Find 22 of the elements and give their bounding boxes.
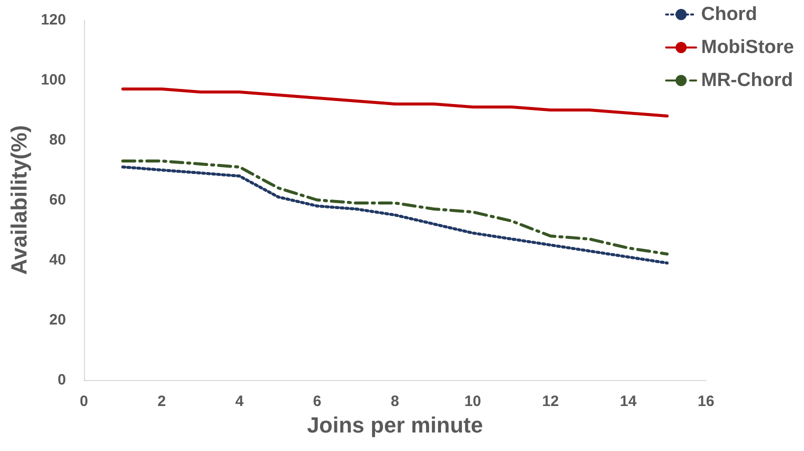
line-series — [121, 88, 669, 118]
y-axis-title: Availability(%) — [6, 125, 32, 275]
y-tick-label: 60 — [49, 192, 66, 208]
y-tick-label: 120 — [40, 12, 66, 28]
x-tick-label: 10 — [464, 393, 482, 410]
x-axis-title: Joins per minute — [306, 412, 483, 438]
y-tick-label: 40 — [49, 252, 66, 268]
y-tick-label: 20 — [49, 312, 66, 328]
x-tick-label: 4 — [235, 393, 244, 410]
x-tick-label: 2 — [158, 393, 166, 410]
legend-label: MobiStore — [701, 37, 794, 58]
x-tick-label: 6 — [313, 393, 322, 410]
y-tick-label: 80 — [49, 132, 66, 148]
y-tick-label: 100 — [40, 72, 66, 88]
legend-label: Chord — [701, 4, 758, 25]
x-tick-label: 0 — [80, 393, 88, 410]
x-tick-label: 12 — [542, 393, 559, 410]
y-tick-label: 0 — [58, 372, 66, 388]
x-tick-label: 8 — [390, 393, 400, 410]
x-tick-label: 14 — [620, 393, 638, 410]
legend-label: MR-Chord — [701, 70, 793, 91]
x-tick-label: 16 — [698, 393, 714, 410]
